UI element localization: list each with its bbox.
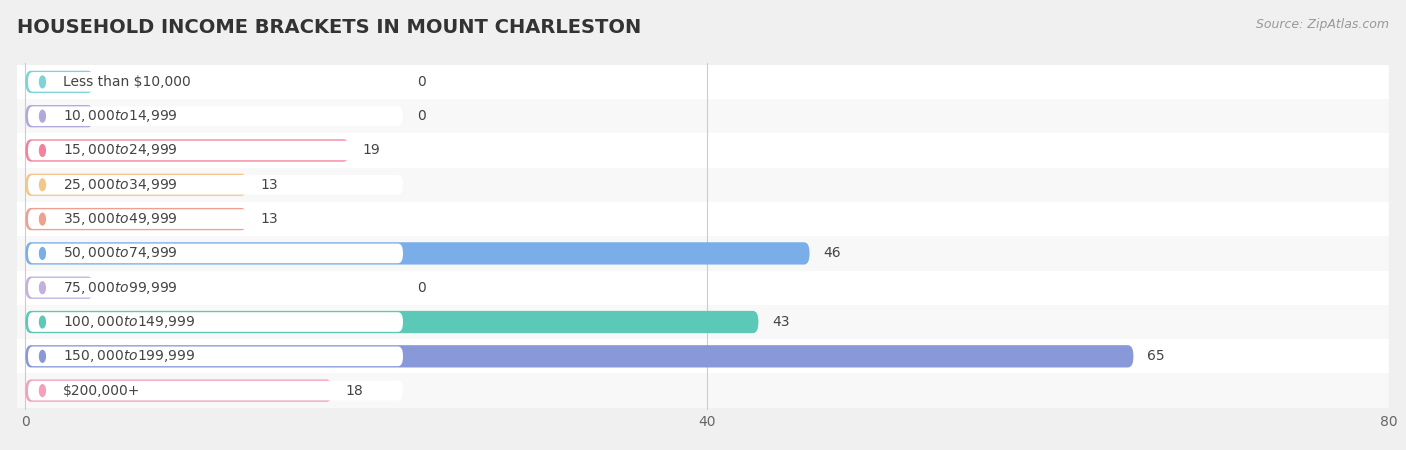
- Circle shape: [39, 282, 45, 293]
- Bar: [17, 305, 1389, 339]
- FancyBboxPatch shape: [25, 71, 94, 93]
- Circle shape: [39, 110, 45, 122]
- Bar: [17, 236, 1389, 270]
- FancyBboxPatch shape: [25, 105, 94, 127]
- Text: $15,000 to $24,999: $15,000 to $24,999: [63, 143, 177, 158]
- Circle shape: [39, 179, 45, 191]
- Text: HOUSEHOLD INCOME BRACKETS IN MOUNT CHARLESTON: HOUSEHOLD INCOME BRACKETS IN MOUNT CHARL…: [17, 18, 641, 37]
- FancyBboxPatch shape: [28, 209, 404, 229]
- Text: $200,000+: $200,000+: [63, 384, 141, 398]
- Text: 18: 18: [346, 384, 364, 398]
- FancyBboxPatch shape: [25, 174, 247, 196]
- FancyBboxPatch shape: [25, 345, 1133, 368]
- FancyBboxPatch shape: [25, 242, 810, 265]
- Circle shape: [39, 316, 45, 328]
- Bar: [17, 202, 1389, 236]
- Bar: [17, 65, 1389, 99]
- FancyBboxPatch shape: [28, 72, 404, 92]
- FancyBboxPatch shape: [25, 277, 94, 299]
- FancyBboxPatch shape: [25, 311, 758, 333]
- Circle shape: [39, 76, 45, 88]
- Circle shape: [39, 144, 45, 156]
- Text: 0: 0: [418, 281, 426, 295]
- Text: 0: 0: [418, 75, 426, 89]
- Text: Less than $10,000: Less than $10,000: [63, 75, 191, 89]
- FancyBboxPatch shape: [28, 278, 404, 297]
- Text: 43: 43: [772, 315, 790, 329]
- FancyBboxPatch shape: [28, 175, 404, 194]
- FancyBboxPatch shape: [28, 312, 404, 332]
- Circle shape: [39, 248, 45, 259]
- Text: Source: ZipAtlas.com: Source: ZipAtlas.com: [1256, 18, 1389, 31]
- FancyBboxPatch shape: [28, 243, 404, 263]
- Text: 19: 19: [363, 144, 381, 158]
- Text: 65: 65: [1147, 349, 1164, 363]
- Circle shape: [39, 385, 45, 396]
- Circle shape: [39, 213, 45, 225]
- FancyBboxPatch shape: [25, 379, 332, 402]
- Bar: [17, 270, 1389, 305]
- FancyBboxPatch shape: [25, 140, 349, 162]
- Text: 13: 13: [260, 178, 278, 192]
- Text: 46: 46: [823, 247, 841, 261]
- Bar: [17, 99, 1389, 133]
- Text: $10,000 to $14,999: $10,000 to $14,999: [63, 108, 177, 124]
- Text: $50,000 to $74,999: $50,000 to $74,999: [63, 245, 177, 261]
- Text: $100,000 to $149,999: $100,000 to $149,999: [63, 314, 195, 330]
- Text: $75,000 to $99,999: $75,000 to $99,999: [63, 280, 177, 296]
- FancyBboxPatch shape: [28, 106, 404, 126]
- Text: $35,000 to $49,999: $35,000 to $49,999: [63, 211, 177, 227]
- Text: 0: 0: [418, 109, 426, 123]
- FancyBboxPatch shape: [25, 208, 247, 230]
- Text: $25,000 to $34,999: $25,000 to $34,999: [63, 177, 177, 193]
- Bar: [17, 339, 1389, 374]
- Text: 13: 13: [260, 212, 278, 226]
- Circle shape: [39, 351, 45, 362]
- FancyBboxPatch shape: [28, 381, 404, 400]
- Bar: [17, 133, 1389, 168]
- FancyBboxPatch shape: [28, 141, 404, 160]
- Bar: [17, 168, 1389, 202]
- FancyBboxPatch shape: [28, 346, 404, 366]
- Bar: [17, 374, 1389, 408]
- Text: $150,000 to $199,999: $150,000 to $199,999: [63, 348, 195, 364]
